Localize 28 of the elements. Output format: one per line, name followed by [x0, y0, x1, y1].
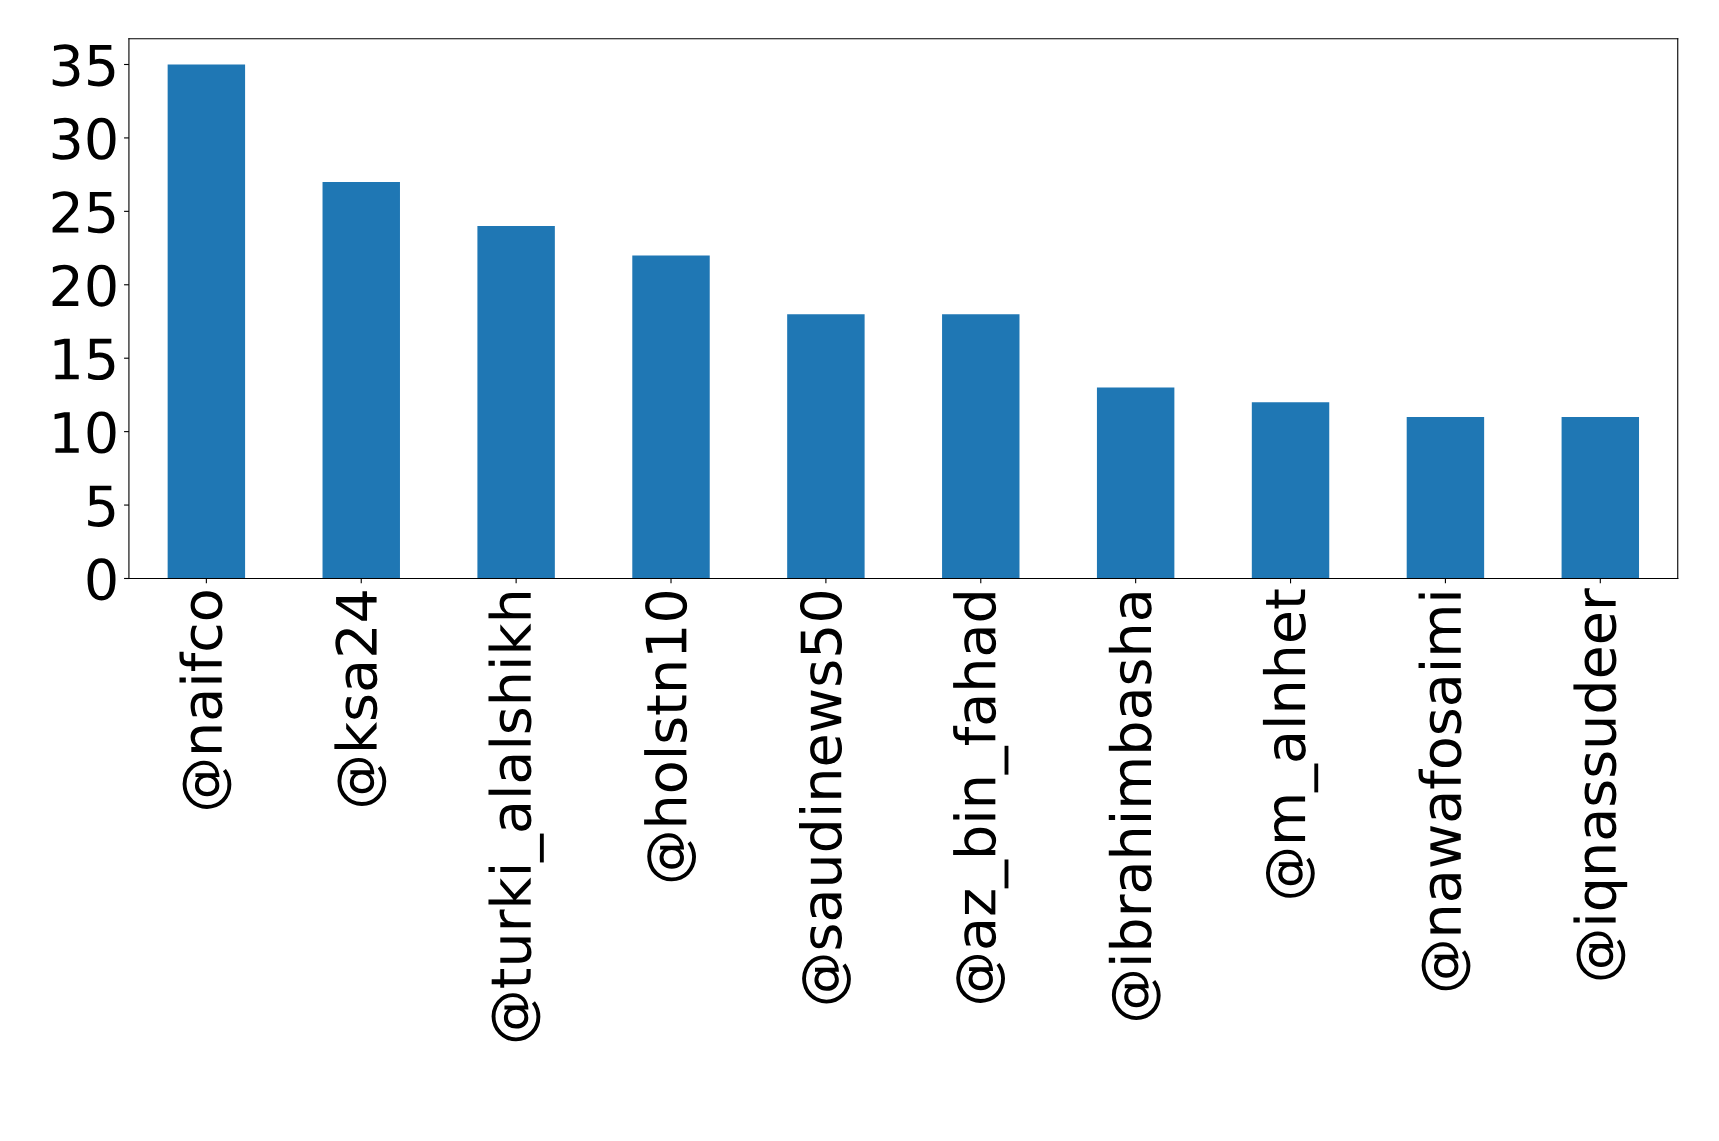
y-tick-label: 30 [52, 117, 116, 160]
x-tick-label: @m_alnhet [1262, 589, 1319, 898]
bar [477, 226, 555, 579]
bar [1406, 416, 1485, 579]
bar [1096, 387, 1175, 579]
x-tick-label: @nawafosaimi [1418, 593, 1471, 991]
x-tick-label: @holstn10 [644, 591, 696, 882]
x-tick-label: @iqnassudeer [1573, 588, 1628, 980]
bar [787, 314, 865, 579]
x-tick-label: @az_bin_fahad [953, 593, 1009, 1003]
bar [322, 181, 400, 579]
y-tick-label: 5 [88, 485, 115, 527]
bar [1251, 402, 1330, 579]
y-tick-label: 35 [52, 44, 115, 87]
bar [1561, 416, 1640, 579]
y-tick-label: 10 [54, 411, 116, 454]
x-tick-label: @turki_alalshikh [488, 592, 544, 1042]
bar [632, 255, 710, 579]
y-tick-label: 0 [87, 558, 116, 601]
y-tick-label: 25 [52, 191, 115, 234]
y-tick-label: 15 [54, 338, 115, 381]
bar [167, 64, 246, 579]
x-tick-label: @ksa24 [334, 591, 387, 806]
bar [942, 314, 1020, 579]
x-tick-label: @ibrahimbasha [1108, 593, 1161, 1020]
x-tick-label: @saudinews50 [799, 591, 851, 1004]
x-tick-label: @naifco [179, 591, 232, 809]
y-tick-label: 20 [52, 264, 116, 307]
